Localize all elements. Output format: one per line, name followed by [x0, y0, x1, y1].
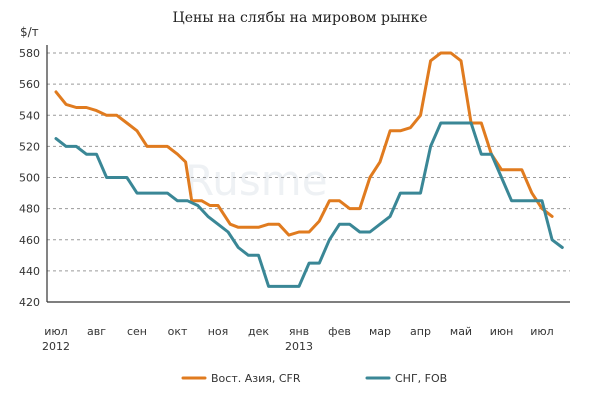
x-tick-label: июл: [44, 325, 67, 338]
y-tick-label: 580: [19, 47, 40, 60]
legend-label-1: Вост. Азия, CFR: [211, 372, 301, 385]
x-year-label: 2013: [285, 340, 313, 353]
legend: Вост. Азия, CFR СНГ, FOB: [181, 372, 447, 385]
axis-layer: 420 440 460 480 500 520 540 560 580 июл 2012 авг сен…: [19, 45, 570, 353]
x-tick-label: окт: [168, 325, 188, 338]
x-tick-label: фев: [328, 325, 351, 338]
x-tick-label: июн: [490, 325, 514, 338]
y-axis-unit: $/т: [20, 25, 39, 39]
x-tick-label: янв: [289, 325, 309, 338]
series-line-2: [54, 121, 564, 288]
x-tick-label: авг: [87, 325, 106, 338]
x-tick-label: мар: [369, 325, 391, 338]
y-tick-label: 460: [19, 234, 40, 247]
series-line-1: [54, 51, 554, 237]
y-tick-label: 480: [19, 203, 40, 216]
x-tick-label: дек: [248, 325, 269, 338]
x-tick-label: сен: [127, 325, 147, 338]
series-layer: [54, 51, 564, 288]
x-tick-label: май: [450, 325, 472, 338]
y-tick-label: 420: [19, 296, 40, 309]
x-tick-label: апр: [410, 325, 431, 338]
y-tick-label: 540: [19, 109, 40, 122]
chart-title: Цены на слябы на мировом рынке: [173, 10, 428, 26]
x-year-label: 2012: [42, 340, 70, 353]
y-tick-label: 500: [19, 172, 40, 185]
legend-label-2: СНГ, FOB: [395, 372, 447, 385]
y-tick-label: 560: [19, 78, 40, 91]
x-tick-label: ноя: [208, 325, 229, 338]
y-tick-label: 440: [19, 265, 40, 278]
x-tick-label: июл: [530, 325, 553, 338]
watermark-logo: Rusme: [185, 156, 328, 205]
y-tick-label: 520: [19, 140, 40, 153]
